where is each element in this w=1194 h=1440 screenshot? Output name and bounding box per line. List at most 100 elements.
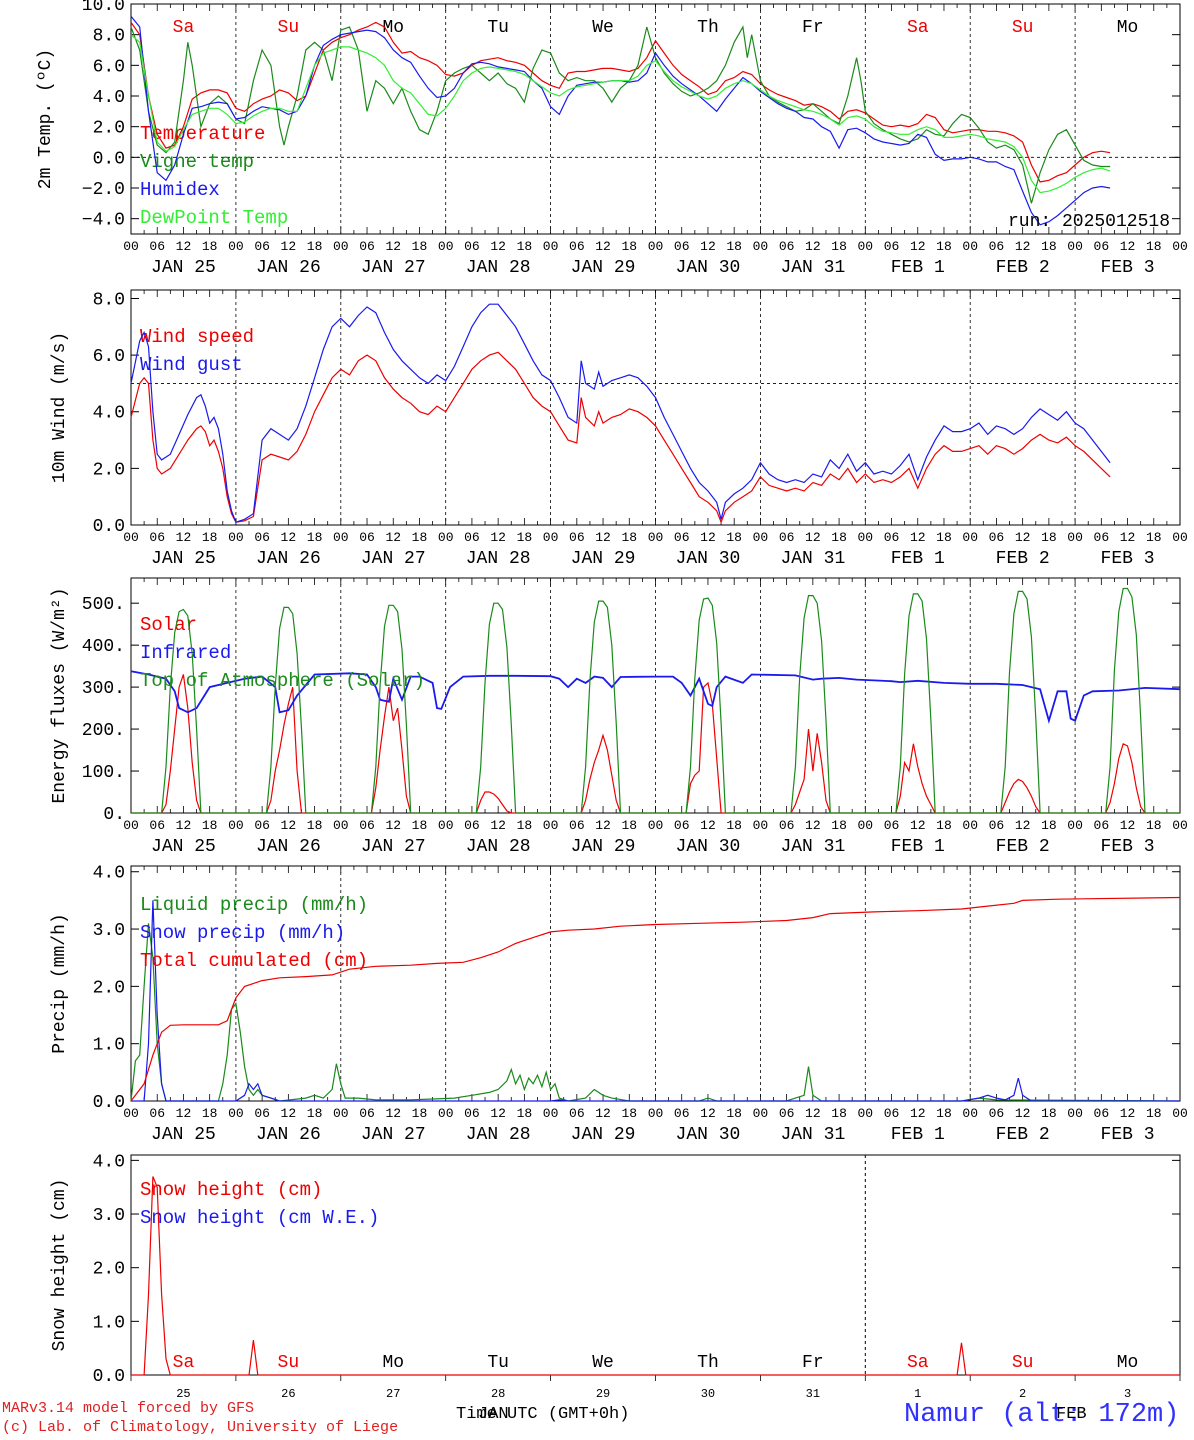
y-tick-label: 100.	[82, 763, 125, 783]
legend-entry: Infrared	[140, 642, 231, 664]
hour-label: 18	[621, 530, 637, 545]
station-name: Namur (alt: 172m)	[904, 1400, 1180, 1430]
hour-label: 18	[517, 818, 533, 833]
hour-label: 00	[962, 239, 978, 254]
hour-label: 00	[543, 530, 559, 545]
y-axis-label: Precip (mm/h)	[50, 913, 70, 1053]
hour-label: 12	[805, 239, 821, 254]
hour-label: 12	[176, 530, 192, 545]
weekday-label: Su	[278, 18, 300, 38]
hour-label: 00	[333, 530, 349, 545]
hour-label: 00	[123, 1106, 139, 1121]
hour-label: 18	[936, 818, 952, 833]
date-label: FEB 2	[996, 258, 1050, 278]
date-label: JAN 26	[256, 549, 321, 569]
date-label: FEB 1	[891, 1125, 945, 1145]
x-axis-month-jan: JAN	[478, 1405, 509, 1424]
legend-entry: Snow precip (mm/h)	[140, 922, 345, 944]
y-tick-label: 8.0	[93, 290, 125, 310]
weekday-label: Sa	[173, 1353, 195, 1373]
hour-label: 00	[543, 239, 559, 254]
legend-entry: Snow height (cm W.E.)	[140, 1207, 379, 1229]
hour-label: 12	[910, 818, 926, 833]
date-label: JAN 31	[780, 1125, 845, 1145]
hour-label: 18	[726, 818, 742, 833]
hour-label: 18	[1041, 239, 1057, 254]
hour-label: 00	[1172, 530, 1188, 545]
hour-label: 12	[176, 239, 192, 254]
hour-label: 18	[1041, 818, 1057, 833]
series-line-total-cumulated-cm-	[130, 896, 1181, 1102]
hour-label: 00	[543, 818, 559, 833]
hour-label: 12	[490, 1106, 506, 1121]
weekday-label: We	[592, 18, 614, 38]
hour-label: 12	[595, 239, 611, 254]
hour-label: 12	[595, 818, 611, 833]
hour-label: 06	[464, 818, 480, 833]
hour-label: 00	[1172, 1106, 1188, 1121]
hour-label: 18	[936, 530, 952, 545]
legend-entry: Solar	[140, 614, 197, 636]
hour-label: 00	[1067, 818, 1083, 833]
hour-label: 00	[1067, 239, 1083, 254]
y-tick-label: −4.0	[82, 211, 125, 231]
y-tick-label: −2.0	[82, 180, 125, 200]
date-label: JAN 25	[151, 1125, 216, 1145]
hour-label: 18	[831, 530, 847, 545]
hour-label: 06	[359, 1106, 375, 1121]
day-number-label: 28	[491, 1387, 505, 1401]
weekday-label: Tu	[487, 1353, 509, 1373]
weekday-label: Fr	[802, 18, 824, 38]
hour-label: 18	[936, 239, 952, 254]
y-axis-label: Energy fluxes (W/m²)	[50, 587, 70, 803]
hour-label: 06	[989, 530, 1005, 545]
weekday-label: Sa	[173, 18, 195, 38]
y-tick-label: 4.0	[93, 404, 125, 424]
hour-label: 00	[753, 1106, 769, 1121]
hour-label: 00	[228, 1106, 244, 1121]
hour-label: 06	[254, 1106, 270, 1121]
day-number-label: 29	[596, 1387, 610, 1401]
weekday-label: Mo	[1117, 1353, 1139, 1373]
weekday-label: Sa	[907, 18, 929, 38]
weekday-label: Mo	[1117, 18, 1139, 38]
hour-label: 06	[254, 239, 270, 254]
hour-label: 06	[884, 818, 900, 833]
y-tick-label: 4.0	[93, 88, 125, 108]
legend-entry: Wind gust	[140, 354, 243, 376]
y-tick-label: 3.0	[93, 1206, 125, 1226]
hour-label: 18	[202, 530, 218, 545]
hour-label: 12	[595, 1106, 611, 1121]
legend-entry: Wind speed	[140, 326, 254, 348]
hour-label: 00	[648, 530, 664, 545]
series-line-wind-gust	[130, 303, 1111, 523]
weekday-label: Su	[1012, 18, 1034, 38]
hour-label: 00	[648, 239, 664, 254]
hour-label: 06	[464, 530, 480, 545]
hour-label: 18	[831, 818, 847, 833]
y-tick-label: 400.	[82, 637, 125, 657]
hour-label: 00	[123, 530, 139, 545]
legend-entry: DewPoint Temp	[140, 207, 288, 229]
y-tick-label: 0.0	[93, 1367, 125, 1387]
hour-label: 12	[910, 239, 926, 254]
date-label: JAN 30	[676, 837, 741, 857]
hour-label: 18	[1146, 239, 1162, 254]
hour-label: 06	[884, 1106, 900, 1121]
hour-label: 06	[149, 1106, 165, 1121]
hour-label: 18	[202, 818, 218, 833]
hour-label: 12	[1015, 1106, 1031, 1121]
hour-label: 18	[517, 239, 533, 254]
hour-label: 06	[674, 818, 690, 833]
x-axis-title: Time UTC (GMT+0h)	[456, 1405, 630, 1424]
hour-label: 00	[123, 818, 139, 833]
hour-label: 00	[962, 818, 978, 833]
y-tick-label: 2.0	[93, 1260, 125, 1280]
day-number-label: 2	[1019, 1387, 1026, 1401]
panel-2: 00 06 12 18 00 06 12 18 00 06 12 18 00 06 12 18 00 06 12 18…	[50, 289, 1188, 569]
y-tick-label: 6.0	[93, 57, 125, 77]
hour-label: 12	[176, 818, 192, 833]
hour-label: 06	[359, 530, 375, 545]
hour-label: 12	[700, 239, 716, 254]
